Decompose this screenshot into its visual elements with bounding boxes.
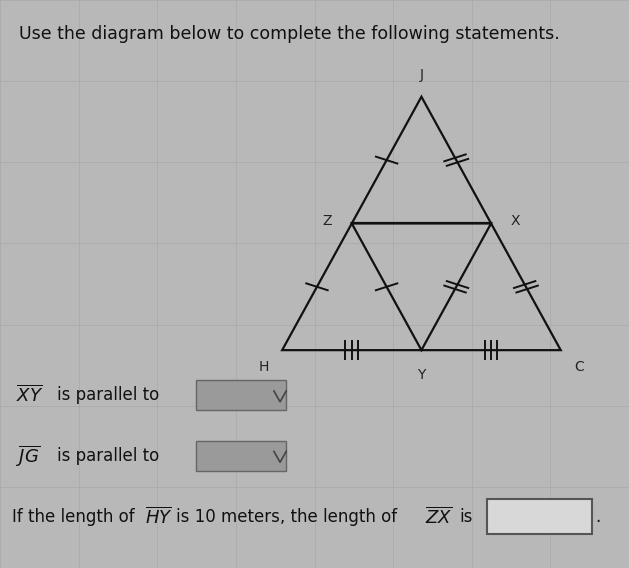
Text: is parallel to: is parallel to — [57, 447, 160, 465]
Text: is parallel to: is parallel to — [57, 386, 160, 404]
Bar — [487, 499, 592, 534]
Text: $\overline{HY}$: $\overline{HY}$ — [145, 507, 172, 527]
Text: If the length of: If the length of — [13, 508, 135, 526]
Bar — [196, 380, 286, 411]
Text: $\overline{JG}$: $\overline{JG}$ — [16, 444, 40, 468]
Text: Z: Z — [323, 214, 332, 228]
Text: is 10 meters, the length of: is 10 meters, the length of — [175, 508, 397, 526]
Text: H: H — [259, 360, 269, 374]
Text: Y: Y — [417, 368, 426, 382]
Text: is: is — [459, 508, 472, 526]
Text: X: X — [511, 214, 520, 228]
Text: J: J — [420, 68, 423, 82]
Bar — [196, 441, 286, 471]
Text: .: . — [595, 508, 600, 526]
Text: C: C — [574, 360, 584, 374]
Text: $\overline{ZX}$: $\overline{ZX}$ — [425, 507, 453, 527]
Text: $\overline{XY}$: $\overline{XY}$ — [16, 385, 43, 406]
Text: Use the diagram below to complete the following statements.: Use the diagram below to complete the fo… — [19, 25, 559, 43]
